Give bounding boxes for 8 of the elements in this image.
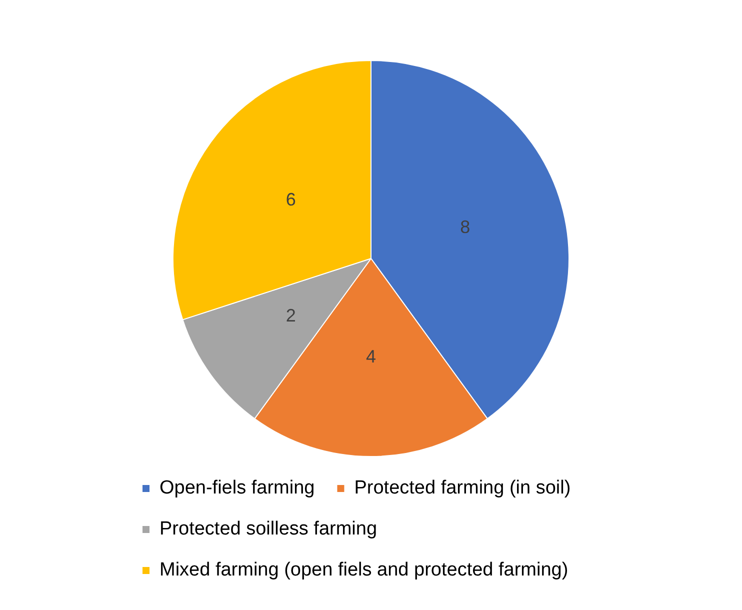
legend-label: Protected soilless farming (160, 518, 378, 540)
data-label: 2 (286, 306, 296, 326)
data-label: 4 (366, 346, 376, 366)
legend-label: Protected farming (in soil) (354, 478, 571, 499)
data-label: 6 (286, 189, 296, 210)
data-label: 8 (460, 216, 470, 237)
legend-label: Open-fiels farming (160, 478, 315, 499)
legend-label: Mixed farming (open fiels and protected farming) (160, 560, 568, 581)
